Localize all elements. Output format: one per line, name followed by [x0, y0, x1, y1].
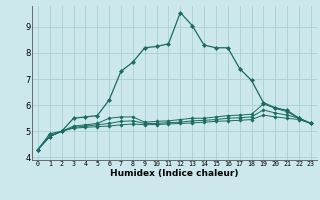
X-axis label: Humidex (Indice chaleur): Humidex (Indice chaleur) — [110, 169, 239, 178]
